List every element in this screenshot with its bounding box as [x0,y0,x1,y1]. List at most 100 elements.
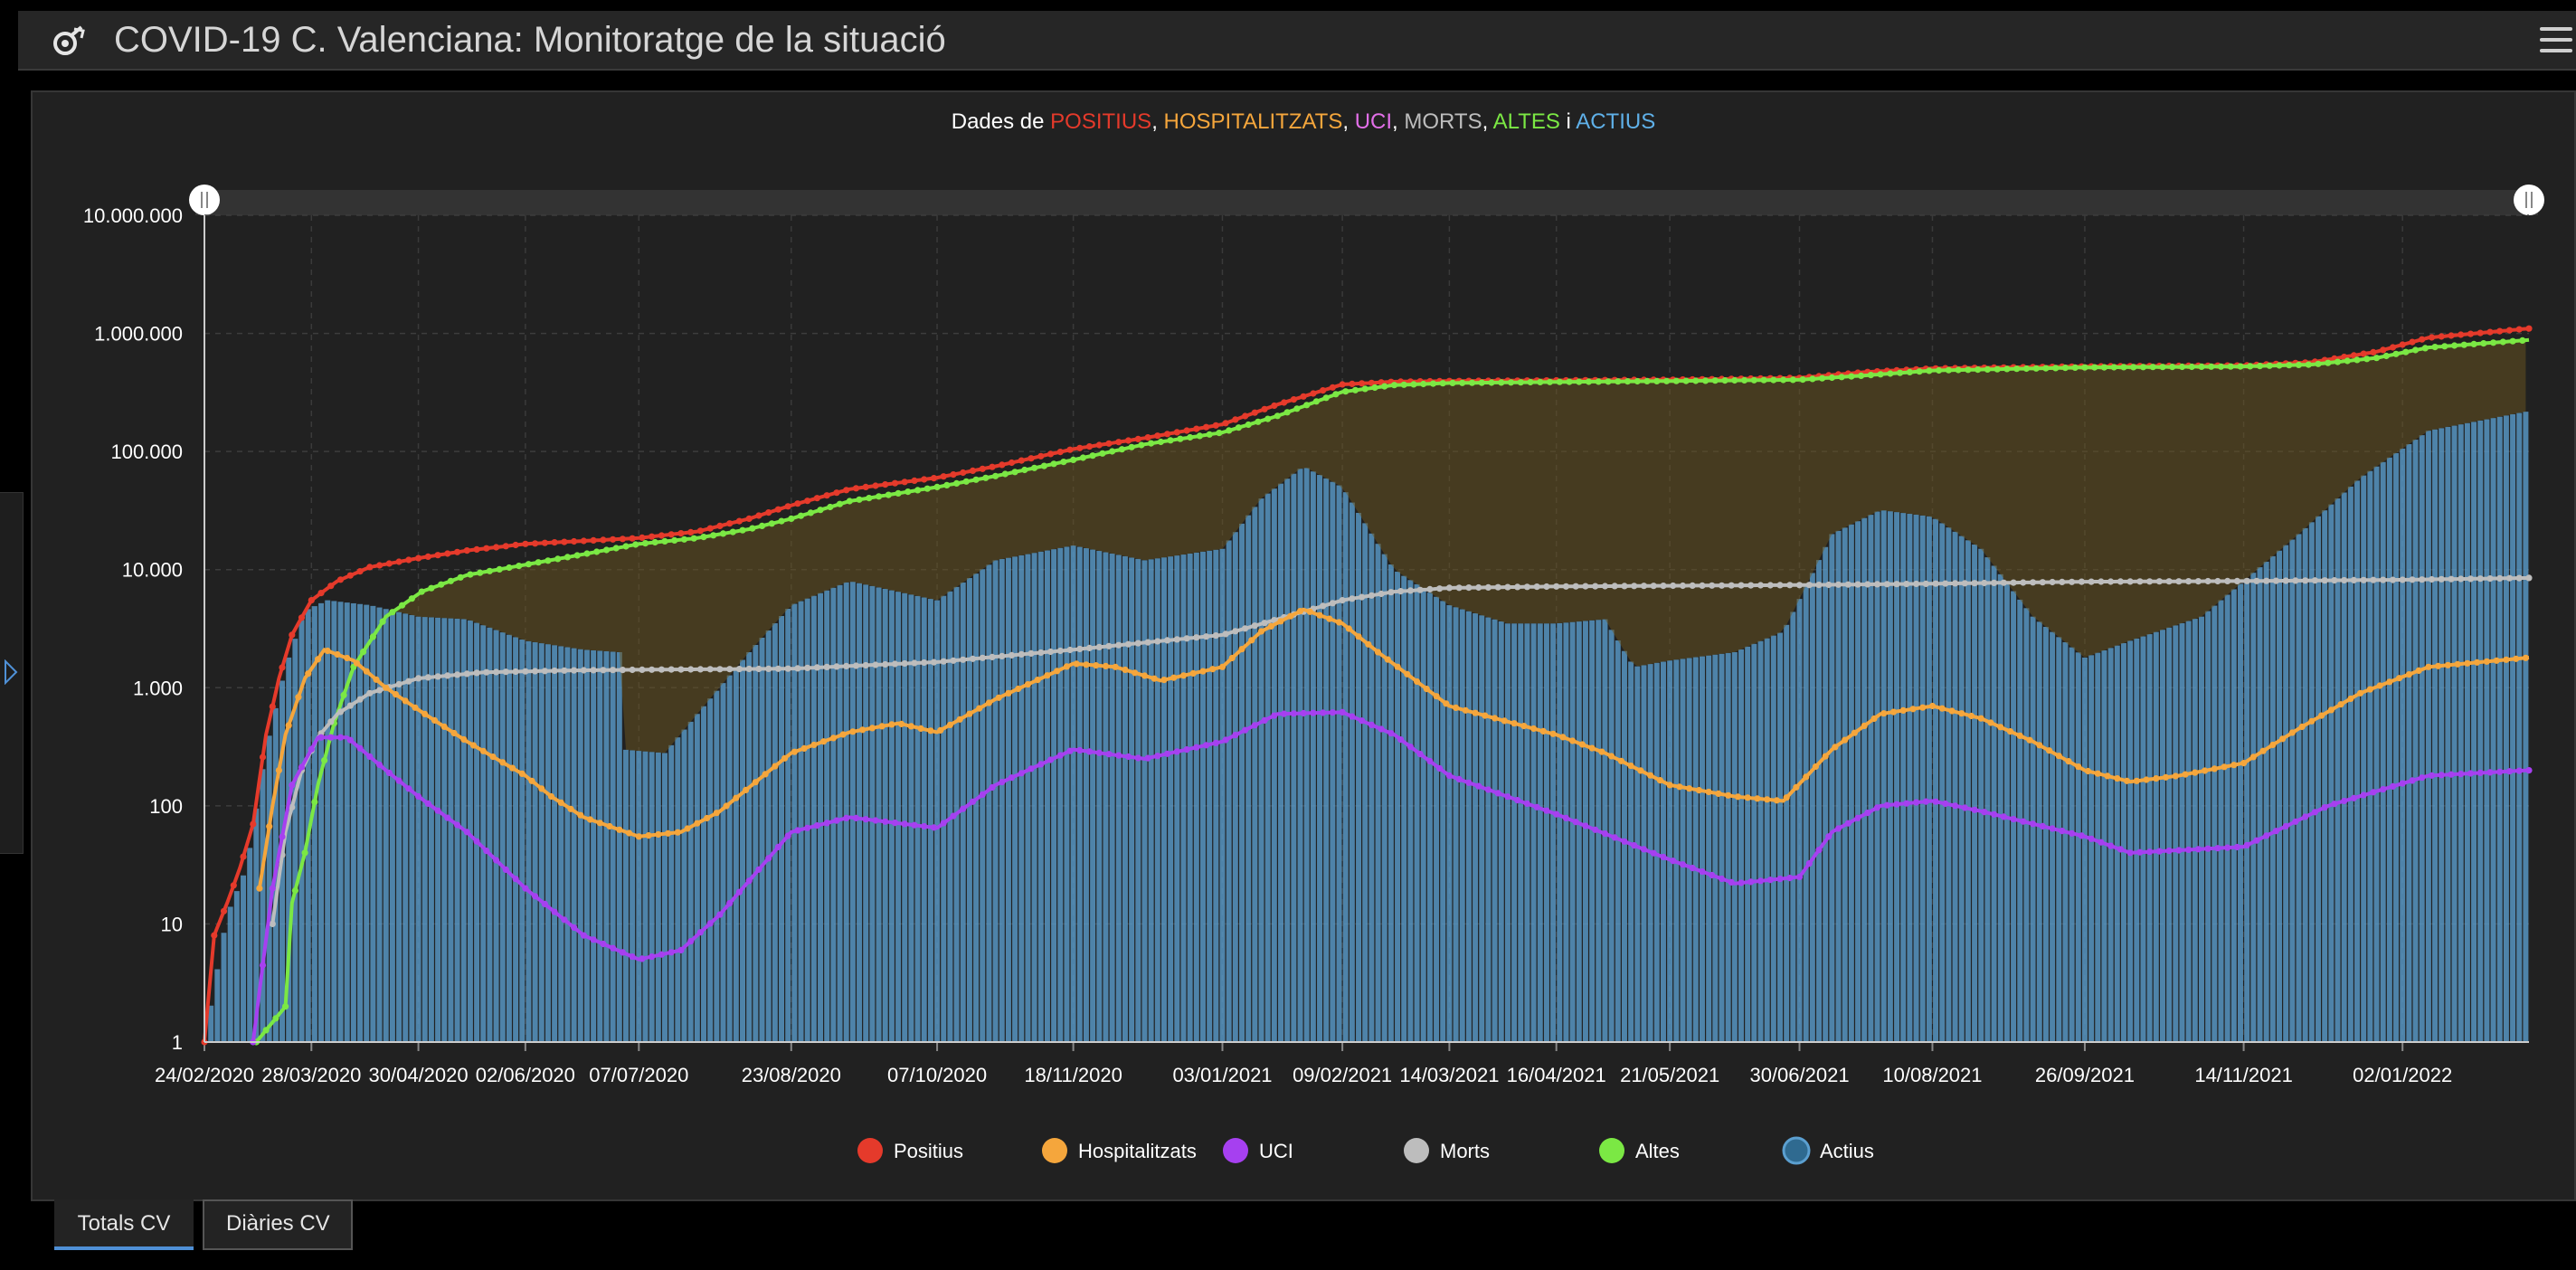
legend-item-uci[interactable]: UCI [1223,1138,1293,1163]
series-point [2198,363,2205,370]
actius-bar [1972,545,1978,1042]
actius-bar [1264,493,1271,1042]
series-point [1588,744,1596,752]
series-point [522,668,529,675]
series-point [317,590,325,597]
series-point [2069,578,2076,585]
hamburger-menu-icon[interactable] [2536,20,2576,62]
series-point [1715,790,1722,798]
series-point [1164,637,1171,644]
series-point [671,536,678,544]
series-point [2052,365,2060,372]
series-point [635,833,642,840]
actius-bar [2062,641,2069,1042]
series-point [2496,327,2504,335]
series-point [1942,580,1949,587]
series-point [885,491,892,498]
series-point [2399,576,2406,583]
series-point [784,832,791,839]
actius-bar [1303,468,1310,1042]
series-point [1566,378,1573,385]
series-point [1799,376,1806,384]
legend-item-actius[interactable]: Actius [1782,1136,1874,1165]
series-point [930,659,938,666]
side-panel-toggle[interactable] [0,492,24,854]
series-point [2247,363,2254,370]
series-point [2382,352,2390,360]
series-point [1783,794,1790,801]
series-point [1281,710,1288,717]
series-point [2185,578,2192,585]
series-point [1731,376,1738,384]
series-point [2114,775,2121,782]
actius-bar [318,602,325,1042]
legend-item-hospitalitzats[interactable]: Hospitalitzats [1042,1138,1197,1163]
series-point [794,665,801,672]
series-point [1361,385,1368,393]
series-point [1218,663,1226,670]
actius-bar [499,632,506,1042]
series-point [561,916,568,924]
legend-item-positius[interactable]: Positius [857,1138,963,1163]
actius-bar [2523,412,2529,1042]
actius-bar [1712,654,1719,1042]
series-point [1523,583,1530,591]
tab-totals-cv[interactable]: Totals CV [54,1199,194,1250]
series-point [2425,663,2432,670]
series-point [843,662,850,670]
actius-bar [1530,623,1537,1042]
series-point [1387,730,1395,737]
series-point [619,667,627,674]
actius-bar [2341,492,2347,1042]
range-slider-end-handle[interactable] [2514,185,2544,215]
series-point [405,556,412,564]
series-point [1877,371,1884,378]
series-point [327,718,335,725]
actius-bar [869,585,876,1042]
series-point [1834,825,1842,832]
series-point [1056,752,1064,759]
series-point [1936,366,1943,374]
series-point [1647,772,1654,779]
series-point [778,517,785,525]
range-slider-track[interactable] [195,190,2538,215]
series-point [2088,578,2095,585]
actius-bar [1919,515,1926,1042]
series-point [1922,798,1929,805]
actius-bar [344,602,350,1042]
series-point [1028,649,1035,658]
series-point [1008,774,1016,782]
series-point [1387,589,1395,596]
actius-bar [519,640,526,1042]
series-point [541,668,549,675]
series-point [308,745,315,753]
series-point [2165,847,2173,855]
series-point [2032,365,2040,372]
tab-diaries-cv[interactable]: Diàries CV [203,1199,353,1250]
series-point [1585,378,1593,385]
series-point [774,843,782,851]
series-point [665,829,672,837]
series-point [745,877,753,885]
series-point [2202,767,2209,774]
series-point [289,631,296,639]
series-point [680,535,688,543]
x-tick-label: 14/03/2021 [1399,1064,1499,1086]
series-point [467,571,474,578]
legend-item-morts[interactable]: Morts [1404,1138,1490,1163]
actius-bar [603,650,610,1042]
range-slider-start-handle[interactable] [189,185,220,215]
series-point [1608,753,1615,760]
series-point [2360,350,2367,357]
legend-swatch [1042,1138,1067,1163]
series-point [1054,668,1061,675]
actius-bar [2484,419,2490,1042]
actius-bar [1336,485,1342,1042]
series-point [395,777,402,784]
legend-item-altes[interactable]: Altes [1599,1138,1680,1163]
actius-bar [2490,418,2496,1042]
series-point [2515,767,2523,774]
series-point [376,562,384,569]
actius-bar [1816,560,1823,1042]
actius-bar [2316,516,2321,1042]
